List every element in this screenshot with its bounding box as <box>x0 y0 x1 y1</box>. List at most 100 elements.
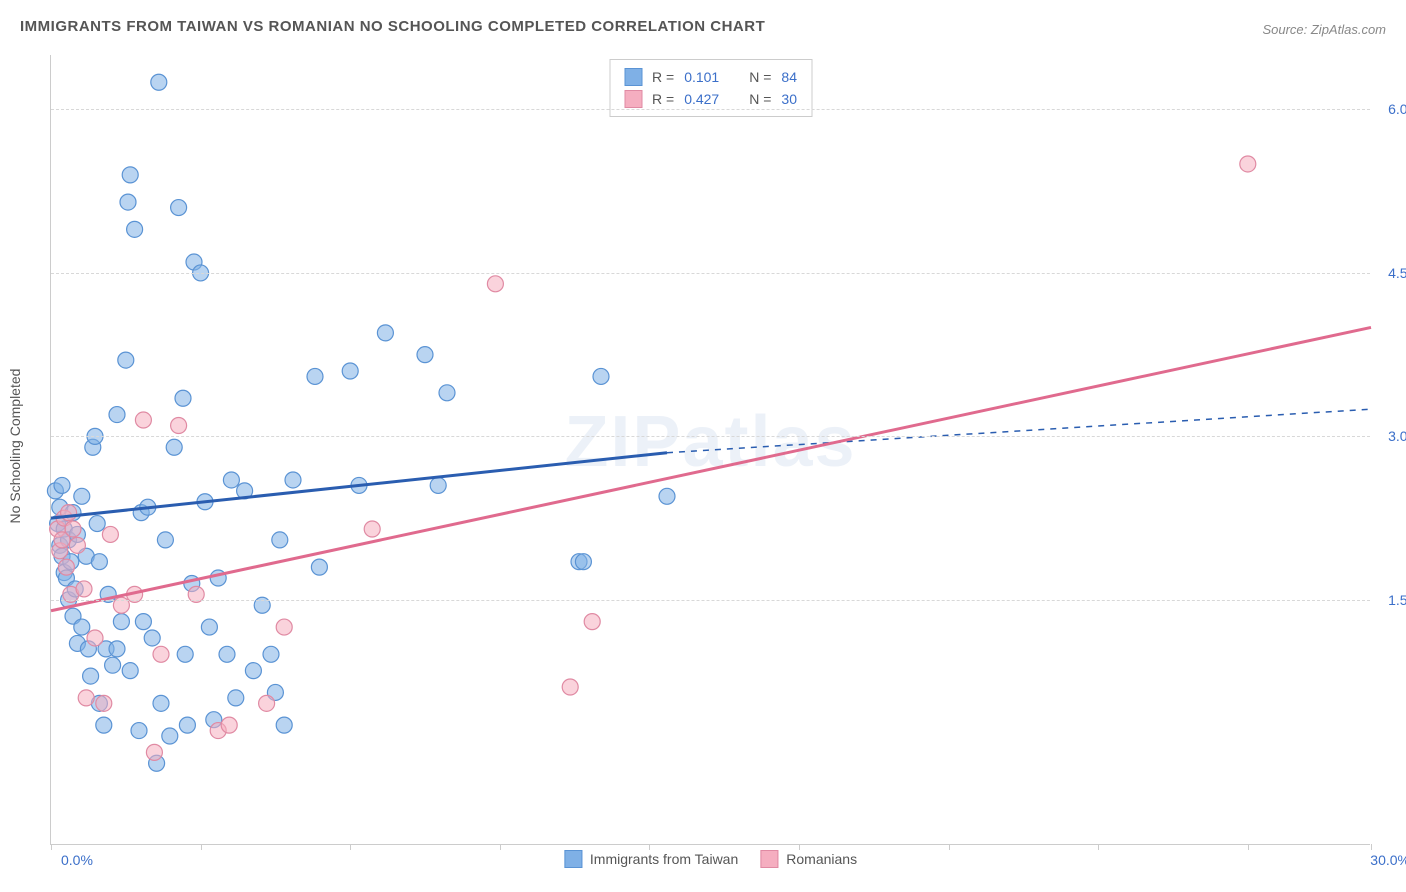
scatter-point-romanians <box>135 412 151 428</box>
scatter-point-taiwan <box>127 221 143 237</box>
trendline-extrapolated-taiwan <box>667 409 1371 453</box>
gridline <box>51 273 1370 274</box>
scatter-point-taiwan <box>157 532 173 548</box>
scatter-point-taiwan <box>263 646 279 662</box>
x-axis-max-label: 30.0% <box>1370 852 1406 868</box>
scatter-point-romanians <box>65 521 81 537</box>
scatter-point-romanians <box>96 695 112 711</box>
gridline <box>51 436 1370 437</box>
scatter-point-taiwan <box>122 167 138 183</box>
scatter-point-romanians <box>102 526 118 542</box>
y-tick-label: 4.5% <box>1388 265 1406 281</box>
plot-area: ZIPatlas R = 0.101 N = 84 R = 0.427 N = … <box>50 55 1370 845</box>
scatter-point-taiwan <box>109 407 125 423</box>
scatter-point-taiwan <box>162 728 178 744</box>
x-tick <box>949 844 950 850</box>
scatter-point-taiwan <box>276 717 292 733</box>
scatter-point-romanians <box>221 717 237 733</box>
scatter-point-taiwan <box>311 559 327 575</box>
x-tick <box>500 844 501 850</box>
scatter-point-taiwan <box>131 723 147 739</box>
scatter-point-romanians <box>487 276 503 292</box>
scatter-point-taiwan <box>96 717 112 733</box>
scatter-point-taiwan <box>593 368 609 384</box>
y-tick-label: 3.0% <box>1388 428 1406 444</box>
scatter-point-taiwan <box>153 695 169 711</box>
chart-title: IMMIGRANTS FROM TAIWAN VS ROMANIAN NO SC… <box>20 18 765 35</box>
y-tick-label: 1.5% <box>1388 592 1406 608</box>
scatter-point-taiwan <box>105 657 121 673</box>
scatter-point-taiwan <box>307 368 323 384</box>
x-tick <box>350 844 351 850</box>
scatter-point-taiwan <box>377 325 393 341</box>
scatter-svg <box>51 55 1370 844</box>
scatter-point-taiwan <box>135 614 151 630</box>
scatter-point-taiwan <box>118 352 134 368</box>
scatter-point-taiwan <box>113 614 129 630</box>
scatter-point-romanians <box>153 646 169 662</box>
scatter-point-taiwan <box>575 554 591 570</box>
scatter-point-taiwan <box>54 477 70 493</box>
scatter-point-taiwan <box>245 663 261 679</box>
scatter-point-taiwan <box>74 488 90 504</box>
scatter-point-romanians <box>364 521 380 537</box>
scatter-point-taiwan <box>166 439 182 455</box>
scatter-point-taiwan <box>439 385 455 401</box>
scatter-point-taiwan <box>417 347 433 363</box>
scatter-point-taiwan <box>272 532 288 548</box>
legend-item-romanians: Romanians <box>760 850 857 868</box>
scatter-point-romanians <box>78 690 94 706</box>
scatter-point-romanians <box>76 581 92 597</box>
scatter-point-taiwan <box>175 390 191 406</box>
x-tick <box>1098 844 1099 850</box>
scatter-point-taiwan <box>83 668 99 684</box>
trendline-romanians <box>51 327 1371 610</box>
scatter-point-taiwan <box>151 74 167 90</box>
y-tick-label: 6.0% <box>1388 101 1406 117</box>
scatter-point-romanians <box>69 537 85 553</box>
scatter-point-taiwan <box>74 619 90 635</box>
scatter-point-romanians <box>58 559 74 575</box>
scatter-point-taiwan <box>201 619 217 635</box>
legend-series: Immigrants from Taiwan Romanians <box>564 850 857 868</box>
scatter-point-romanians <box>87 630 103 646</box>
legend-swatch-romanians <box>760 850 778 868</box>
scatter-point-romanians <box>584 614 600 630</box>
gridline <box>51 600 1370 601</box>
scatter-point-taiwan <box>122 663 138 679</box>
gridline <box>51 109 1370 110</box>
scatter-point-taiwan <box>91 554 107 570</box>
x-tick <box>1248 844 1249 850</box>
scatter-point-taiwan <box>120 194 136 210</box>
x-tick <box>201 844 202 850</box>
y-axis-title: No Schooling Completed <box>7 369 23 524</box>
scatter-point-taiwan <box>109 641 125 657</box>
scatter-point-taiwan <box>659 488 675 504</box>
scatter-point-romanians <box>1240 156 1256 172</box>
legend-swatch-taiwan <box>564 850 582 868</box>
scatter-point-romanians <box>171 417 187 433</box>
scatter-point-taiwan <box>223 472 239 488</box>
scatter-point-taiwan <box>285 472 301 488</box>
scatter-point-romanians <box>276 619 292 635</box>
trendline-taiwan <box>51 453 667 518</box>
scatter-point-taiwan <box>219 646 235 662</box>
legend-label-romanians: Romanians <box>786 851 857 867</box>
scatter-point-romanians <box>259 695 275 711</box>
legend-item-taiwan: Immigrants from Taiwan <box>564 850 738 868</box>
scatter-point-taiwan <box>177 646 193 662</box>
scatter-point-taiwan <box>342 363 358 379</box>
x-axis-min-label: 0.0% <box>61 852 93 868</box>
x-tick <box>51 844 52 850</box>
scatter-point-taiwan <box>144 630 160 646</box>
scatter-point-taiwan <box>430 477 446 493</box>
scatter-point-taiwan <box>171 200 187 216</box>
legend-label-taiwan: Immigrants from Taiwan <box>590 851 738 867</box>
scatter-point-romanians <box>146 744 162 760</box>
scatter-point-taiwan <box>228 690 244 706</box>
scatter-point-taiwan <box>179 717 195 733</box>
source-attribution: Source: ZipAtlas.com <box>1262 22 1386 37</box>
scatter-point-romanians <box>562 679 578 695</box>
scatter-point-taiwan <box>89 516 105 532</box>
x-tick <box>1371 844 1372 850</box>
